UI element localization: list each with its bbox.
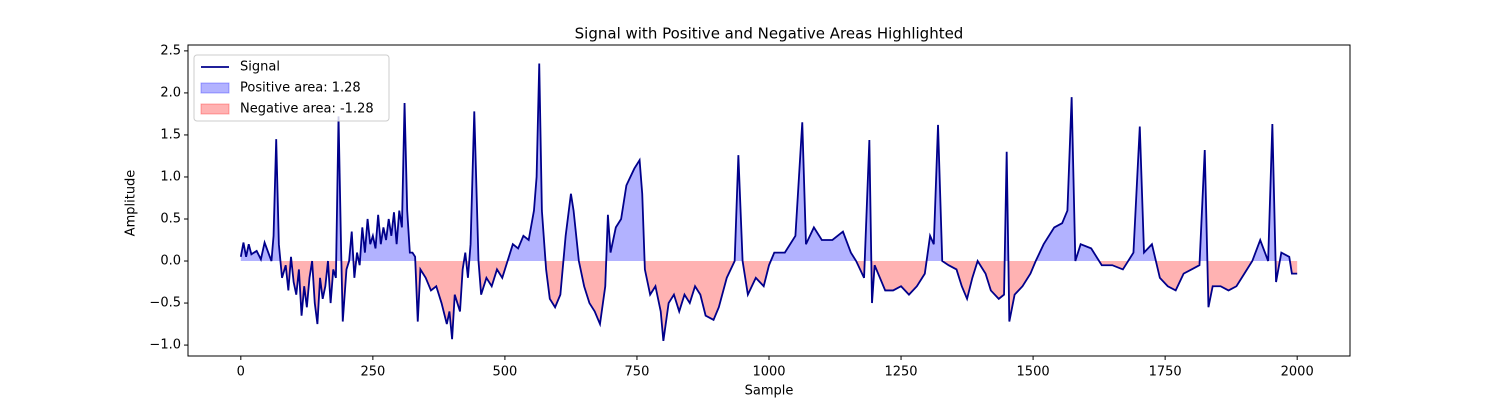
y-tick-label: 1.0 — [160, 169, 181, 184]
area — [240, 63, 1290, 262]
x-tick-label: 0 — [237, 365, 245, 380]
legend-swatch — [200, 82, 230, 94]
x-tick-label: 500 — [492, 365, 517, 380]
y-tick-label: 2.0 — [160, 85, 181, 100]
y-tick-label: −1.0 — [149, 338, 181, 353]
y-tick-label: 2.5 — [160, 43, 181, 58]
line — [239, 63, 1298, 341]
y-tick-label: 0.5 — [160, 211, 181, 226]
legend-label: Signal — [240, 60, 280, 75]
x-tick-label: 1000 — [752, 365, 785, 380]
legend-label: Negative area: -1.28 — [240, 102, 374, 117]
y-tick-label: 1.5 — [160, 127, 181, 142]
x-tick-label: 1500 — [1017, 365, 1050, 380]
x-tick-label: 250 — [360, 365, 385, 380]
legend-box — [193, 54, 390, 122]
y-axis-label: Amplitude — [124, 170, 139, 237]
y-tick-label: −0.5 — [149, 296, 181, 311]
x-tick-label: 750 — [625, 365, 650, 380]
x-tick-label: 1250 — [884, 365, 917, 380]
chart-title: Signal with Positive and Negative Areas … — [575, 25, 964, 43]
legend-label: Positive area: 1.28 — [240, 81, 361, 96]
y-tick-label: 0.0 — [160, 254, 181, 269]
legend-swatch — [200, 103, 230, 115]
x-tick-label: 2000 — [1281, 365, 1314, 380]
x-axis-label: Sample — [745, 384, 794, 399]
x-tick-label: 1750 — [1149, 365, 1182, 380]
